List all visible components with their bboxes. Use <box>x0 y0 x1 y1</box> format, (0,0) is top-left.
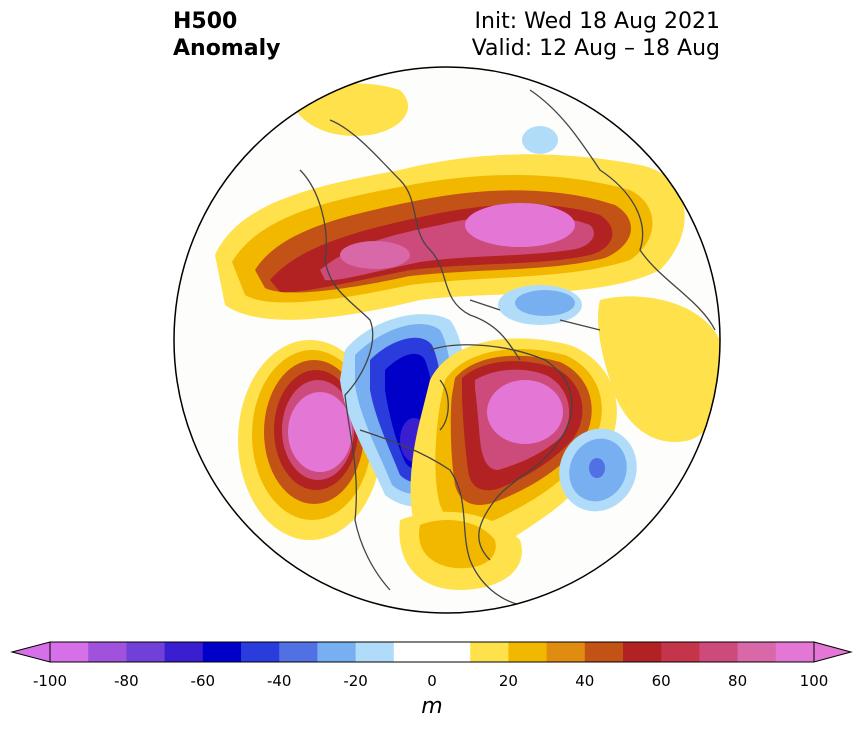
colorbar-tick-label: 60 <box>651 672 671 690</box>
coastlines <box>299 89 716 606</box>
colorbar-cell <box>50 642 89 662</box>
colorbar-tick-label: -80 <box>114 672 139 690</box>
colorbar <box>10 641 853 663</box>
colorbar-cell <box>279 642 318 662</box>
colorbar-cell <box>775 642 815 662</box>
colorbar-cell <box>737 642 777 662</box>
colorbar-cell <box>584 642 624 662</box>
colorbar-cell <box>88 642 127 662</box>
colorbar-extend-low <box>10 641 51 663</box>
colorbar-unit: m <box>421 694 443 719</box>
map-title: H500 Anomaly <box>173 8 280 62</box>
colorbar-cell <box>164 642 204 662</box>
pacific-ridge <box>238 340 382 540</box>
colorbar-cell <box>393 642 433 662</box>
colorbar-tick-label: -60 <box>190 672 216 690</box>
north-ridge-band <box>215 154 685 320</box>
colorbar-extend-high <box>813 641 853 663</box>
colorbar-tick-label: -40 <box>266 672 292 690</box>
colorbar-cell <box>623 642 662 662</box>
colorbar-cell <box>317 642 357 662</box>
colorbar-cell <box>699 642 739 662</box>
colorbar-tick-label: -20 <box>343 672 368 690</box>
colorbar-cell <box>241 642 280 662</box>
colorbar-tick-label: 80 <box>728 672 748 690</box>
globe-boundary <box>173 66 721 614</box>
polar-map <box>173 66 721 614</box>
date-info: Init: Wed 18 Aug 2021 Valid: 12 Aug – 18… <box>472 8 720 62</box>
colorbar-cell <box>126 642 166 662</box>
colorbar-cell <box>546 642 586 662</box>
anomaly-field <box>174 67 720 613</box>
colorbar-cell <box>508 642 548 662</box>
colorbar-tick-label: 100 <box>799 672 829 690</box>
colorbar-tick-label: 20 <box>498 672 518 690</box>
colorbar-tick-label: -100 <box>32 672 68 690</box>
arctic-negative <box>522 126 558 154</box>
init-date: Init: Wed 18 Aug 2021 <box>474 9 720 34</box>
colorbar-cell <box>355 642 395 662</box>
colorbar-cell <box>470 642 509 662</box>
title-line-1: H500 <box>173 9 238 34</box>
colorbar-cell <box>432 642 471 662</box>
siberia-trough-core <box>515 290 575 316</box>
colorbar-cell <box>202 642 242 662</box>
colorbar-tick-label: 0 <box>427 672 437 690</box>
title-line-2: Anomaly <box>173 36 281 61</box>
valid-period: Valid: 12 Aug – 18 Aug <box>471 36 720 61</box>
colorbar-tick-label: 40 <box>575 672 595 690</box>
atlantic-trough <box>559 428 637 512</box>
colorbar-cell <box>661 642 700 662</box>
